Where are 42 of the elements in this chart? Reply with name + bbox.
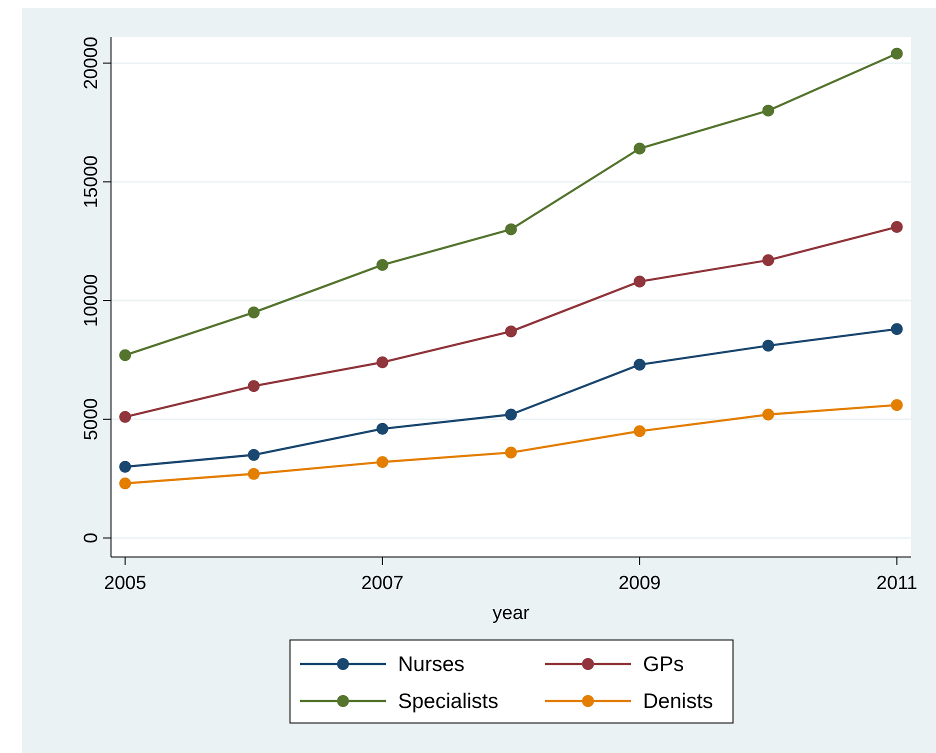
point bbox=[119, 460, 132, 473]
x-tick-label: 2011 bbox=[876, 572, 918, 594]
point bbox=[890, 323, 903, 335]
point bbox=[634, 358, 646, 371]
point bbox=[119, 349, 132, 362]
point bbox=[890, 48, 903, 60]
point bbox=[890, 399, 903, 411]
point bbox=[505, 326, 517, 338]
y-tick-label: 10000 bbox=[81, 274, 102, 327]
point bbox=[376, 422, 388, 435]
point bbox=[762, 408, 774, 420]
point bbox=[376, 456, 388, 468]
y-tick-label: 0 bbox=[81, 532, 102, 544]
point bbox=[505, 408, 517, 420]
point bbox=[119, 411, 132, 423]
point bbox=[762, 254, 774, 266]
x-tick-label: 2007 bbox=[361, 572, 404, 594]
legend-label: GPs bbox=[643, 653, 684, 676]
point bbox=[890, 221, 903, 233]
point bbox=[248, 306, 260, 318]
y-tick-label: 5000 bbox=[81, 398, 102, 440]
point bbox=[376, 259, 388, 271]
point bbox=[762, 340, 774, 352]
point bbox=[505, 223, 517, 236]
point bbox=[634, 142, 646, 155]
legend-label: Nurses bbox=[398, 653, 465, 676]
point bbox=[762, 104, 774, 117]
point bbox=[634, 425, 646, 438]
x-tick-label: 2009 bbox=[618, 572, 661, 594]
point bbox=[376, 356, 388, 368]
point bbox=[248, 468, 260, 480]
point bbox=[505, 446, 517, 458]
point bbox=[248, 448, 260, 461]
point bbox=[119, 477, 132, 490]
x-axis-title: year bbox=[492, 603, 530, 624]
y-tick-label: 15000 bbox=[81, 155, 102, 208]
legend-label: Denists bbox=[643, 690, 714, 713]
x-tick-label: 2005 bbox=[104, 572, 146, 594]
point bbox=[248, 380, 260, 392]
point bbox=[634, 276, 646, 288]
y-tick-label: 20000 bbox=[81, 36, 102, 90]
legend-label: Specialists bbox=[398, 690, 498, 713]
